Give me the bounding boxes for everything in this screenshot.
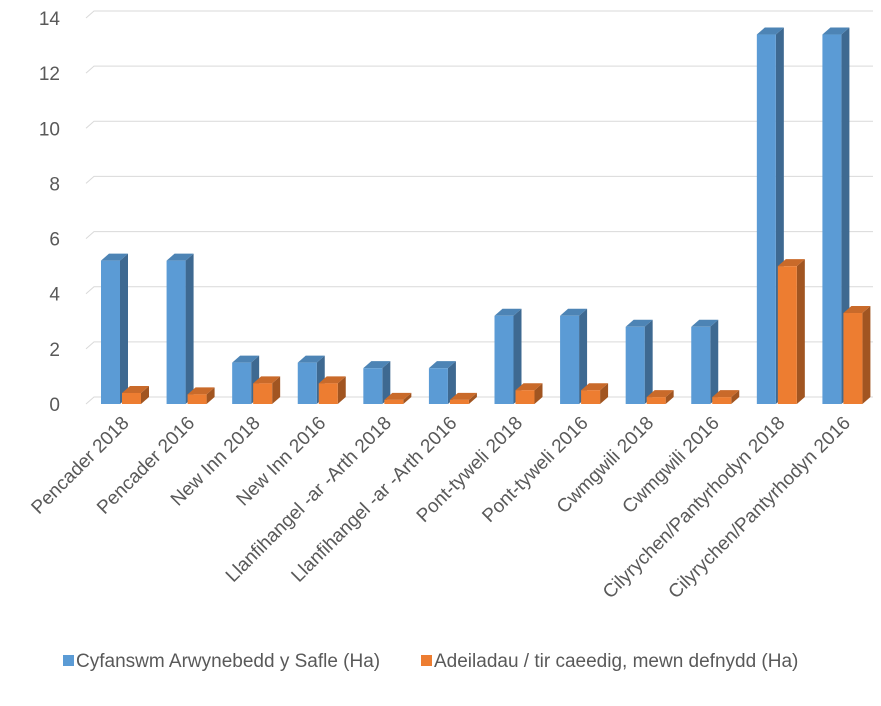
gridline (85, 65, 873, 74)
legend-label: Cyfanswm Arwynebedd y Safle (Ha) (76, 651, 380, 672)
bar-buildings-area (712, 390, 740, 404)
gridline (85, 231, 873, 239)
bars (101, 27, 871, 405)
bar-buildings-area (581, 383, 609, 404)
gridline (85, 341, 873, 350)
bar-buildings-area (187, 387, 215, 404)
bar-buildings-area (318, 376, 346, 404)
y-axis-ticks: 0 2 4 6 8 10 12 14 (39, 9, 61, 416)
gridline (85, 175, 873, 184)
legend-label: Adeiladau / tir caeedig, mewn defnydd (H… (434, 651, 798, 672)
bar-total-area (166, 253, 194, 404)
bar-total-area (101, 253, 128, 404)
bar-total-area (691, 319, 719, 404)
y-tick-label: 8 (49, 174, 60, 195)
bar-buildings-area (515, 383, 543, 404)
y-tick-label: 6 (49, 230, 60, 251)
grid-lines (85, 10, 873, 405)
legend: Cyfanswm Arwynebedd y Safle (Ha) Adeilada… (63, 651, 798, 672)
legend-item: Cyfanswm Arwynebedd y Safle (Ha) (63, 651, 380, 672)
bar-total-area (560, 308, 588, 404)
bar-buildings-area (646, 390, 674, 404)
legend-swatch (63, 655, 74, 666)
y-tick-label: 0 (49, 395, 60, 416)
legend-swatch (421, 655, 432, 666)
bar-buildings-area (122, 385, 149, 404)
bar-buildings-area (843, 306, 871, 404)
gridline (85, 396, 873, 405)
bar-total-area (494, 308, 522, 404)
bar-total-area (363, 361, 391, 404)
y-tick-label: 12 (39, 64, 60, 85)
bar-buildings-area (777, 259, 805, 404)
bar-total-area (625, 319, 653, 404)
bar-total-area (822, 27, 850, 405)
bar-total-area (428, 361, 456, 404)
y-tick-label: 14 (39, 9, 61, 30)
bar-buildings-area (384, 392, 412, 404)
bar-buildings-area (253, 376, 281, 404)
y-tick-label: 2 (49, 340, 60, 361)
y-tick-label: 10 (39, 119, 60, 140)
gridline (85, 10, 873, 19)
gridline (85, 120, 873, 129)
legend-item: Adeiladau / tir caeedig, mewn defnydd (H… (421, 651, 798, 672)
gridline (85, 286, 873, 295)
y-tick-label: 4 (49, 285, 60, 306)
bar-buildings-area (449, 392, 477, 404)
